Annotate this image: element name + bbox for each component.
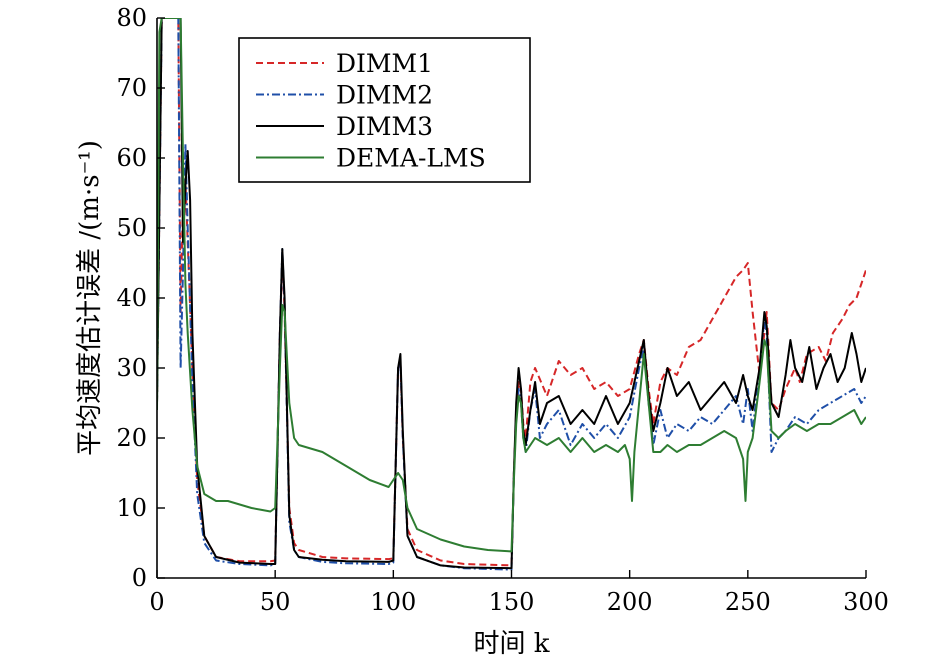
y-tick-label: 30 [116,354,147,382]
legend-label: DIMM1 [336,49,433,78]
y-tick-label: 20 [116,424,147,452]
y-tick-label: 40 [116,284,147,312]
x-tick-label: 250 [725,588,771,616]
x-tick-label: 300 [843,588,889,616]
x-tick-label: 100 [370,588,416,616]
y-tick-label: 10 [116,494,147,522]
y-tick-label: 80 [116,4,147,32]
ticks: 0 50 100 150 200 250 300 0 10 20 30 40 50 60 70 80 [116,4,888,616]
x-tick-label: 200 [607,588,653,616]
y-tick-label: 70 [116,74,147,102]
x-tick-label: 0 [149,588,164,616]
x-axis-label: 时间 k [473,629,549,659]
legend-label: DEMA-LMS [336,144,486,173]
series-line-dema-lms [157,18,866,553]
series-group [157,18,866,571]
y-axis-label: 平均速度估计误差 /(m·s⁻¹) [75,140,105,456]
y-tick-label: 60 [116,144,147,172]
y-tick-label: 0 [132,564,147,592]
y-tick-label: 50 [116,214,147,242]
x-tick-label: 150 [489,588,535,616]
legend-label: DIMM3 [336,112,433,141]
series-line-dimm3 [157,18,866,570]
legend-label: DIMM2 [336,81,433,110]
x-tick-label: 50 [260,588,291,616]
